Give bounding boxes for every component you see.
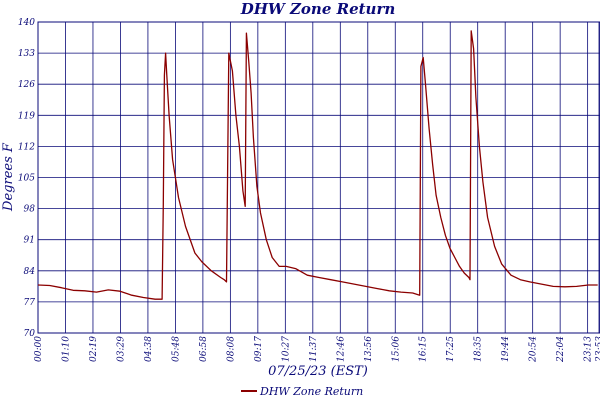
- x-axis-label: 07/25/23 (EST): [268, 364, 368, 379]
- y-tick-label: 70: [24, 329, 36, 339]
- y-tick-label: 84: [24, 267, 36, 277]
- x-tick-label: 16:15: [419, 336, 429, 362]
- x-tick-label: 05:48: [171, 336, 181, 362]
- x-tick-label: 09:17: [254, 336, 264, 362]
- y-tick-label: 77: [24, 298, 36, 308]
- x-tick-label: 02:19: [89, 336, 99, 362]
- x-tick-label: 11:37: [309, 336, 319, 362]
- legend-label: DHW Zone Return: [259, 385, 363, 398]
- legend: DHW Zone Return: [241, 385, 363, 398]
- y-axis-ticks: 70 77 84 91 98 105 112 119 126 133 140: [18, 18, 35, 339]
- x-tick-label: 19:44: [501, 336, 511, 362]
- series-line: [37, 30, 598, 300]
- y-tick-label: 140: [18, 18, 35, 28]
- x-tick-label: 15:06: [391, 336, 401, 362]
- chart-title: DHW Zone Return: [240, 0, 396, 18]
- x-tick-label: 10:27: [281, 336, 291, 362]
- x-tick-label: 17:25: [446, 336, 456, 362]
- y-tick-label: 91: [24, 236, 35, 246]
- x-tick-label: 23:53: [595, 336, 600, 363]
- x-axis-ticks: 00:00 01:10 02:19 03:29 04:38 05:48 06:58 08:08…: [34, 336, 600, 363]
- x-tick-label: 08:08: [226, 336, 236, 362]
- y-tick-label: 126: [18, 80, 35, 90]
- x-tick-label: 20:54: [529, 336, 539, 363]
- y-tick-label: 98: [24, 205, 36, 215]
- y-tick-label: 133: [18, 49, 35, 59]
- x-tick-label: 18:35: [474, 336, 484, 362]
- x-tick-label: 04:38: [144, 336, 154, 362]
- x-tick-label: 23:13: [584, 336, 594, 363]
- y-tick-label: 105: [18, 174, 35, 184]
- grid-lines: [37, 21, 600, 334]
- x-tick-label: 06:58: [199, 336, 209, 362]
- x-tick-label: 03:29: [116, 336, 126, 362]
- x-tick-label: 13:56: [364, 336, 374, 362]
- x-tick-label: 00:00: [34, 336, 44, 362]
- y-tick-label: 112: [18, 142, 35, 152]
- series-layer: [37, 30, 598, 300]
- y-tick-label: 119: [18, 111, 35, 121]
- y-axis-label: Degrees F: [1, 142, 16, 212]
- x-tick-label: 12:46: [336, 336, 346, 362]
- x-tick-label: 01:10: [61, 336, 71, 362]
- x-tick-label: 22:04: [556, 336, 566, 363]
